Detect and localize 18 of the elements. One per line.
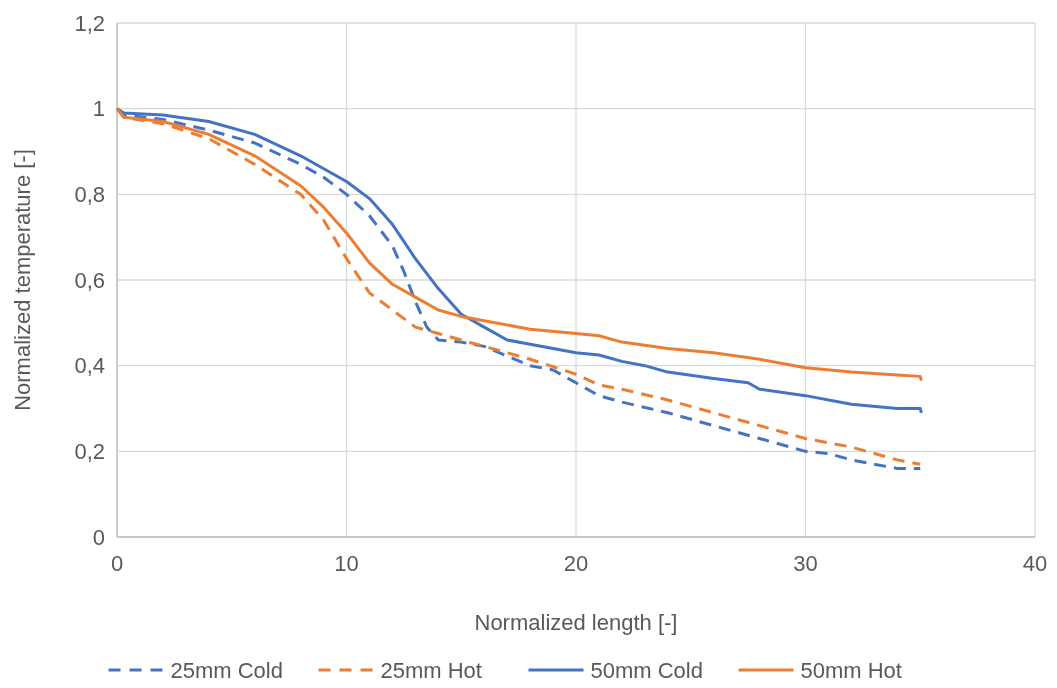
legend-label: 25mm Cold: [170, 657, 283, 683]
legend-label: 50mm Cold: [590, 657, 703, 683]
x-axis-title: Normalized length [-]: [474, 610, 678, 635]
legend-label: 25mm Hot: [380, 657, 482, 683]
x-tick-label: 30: [793, 551, 818, 576]
x-tick-label: 10: [334, 551, 359, 576]
y-axis-title: Normalized temperature [-]: [10, 149, 35, 411]
legend-label: 50mm Hot: [800, 657, 902, 683]
y-tick-label: 0: [92, 524, 105, 550]
y-tick-label: 1: [92, 96, 105, 122]
x-tick-label: 20: [563, 551, 589, 576]
x-tick-label: 40: [1022, 551, 1048, 576]
y-tick-label: 0,2: [74, 439, 105, 465]
y-tick-label: 0,6: [74, 267, 105, 293]
y-tick-label: 1,2: [74, 10, 105, 36]
x-tick-label: 0: [110, 551, 124, 576]
y-tick-label: 0,4: [74, 353, 105, 379]
y-tick-label: 0,8: [74, 182, 105, 208]
